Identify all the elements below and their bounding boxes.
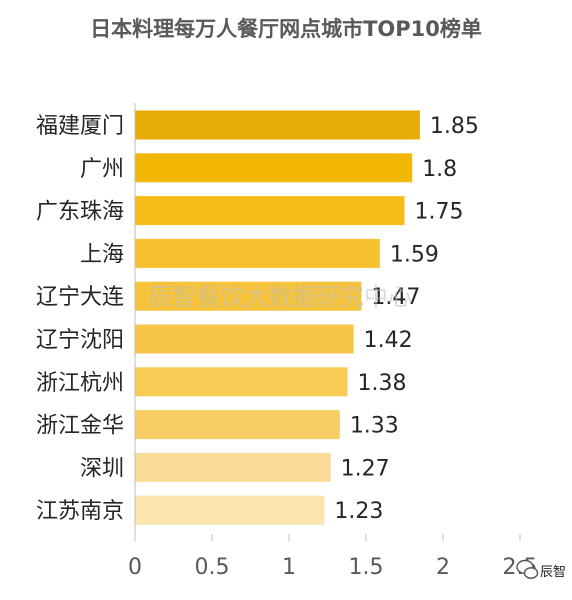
category-label-3: 广东珠海 — [36, 200, 124, 225]
bars-group — [135, 110, 420, 525]
value-label-10: 1.23 — [334, 499, 383, 524]
x-axis-ticks: 00.511.522.5 — [128, 534, 538, 580]
brand-mark: 辰智 — [516, 559, 566, 580]
bar-3 — [135, 196, 405, 226]
bar-6 — [135, 324, 354, 354]
value-label-1: 1.85 — [430, 114, 479, 139]
value-label-6: 1.42 — [364, 328, 413, 353]
bar-8 — [135, 410, 340, 440]
watermark-text: 辰智餐饮大数据研究中心 — [148, 283, 412, 311]
bar-4 — [135, 238, 380, 268]
category-label-6: 辽宁沈阳 — [36, 328, 124, 353]
x-tick-label-2: 0.5 — [195, 555, 230, 580]
value-label-7: 1.38 — [358, 371, 407, 396]
bar-7 — [135, 367, 348, 397]
bar-2 — [135, 153, 413, 183]
x-tick-label-3: 1 — [282, 555, 296, 580]
category-label-9: 深圳 — [80, 456, 124, 481]
x-tick-label-1: 0 — [128, 555, 142, 580]
category-label-8: 浙江金华 — [36, 414, 124, 439]
value-label-8: 1.33 — [350, 414, 399, 439]
value-labels: 1.85 1.8 1.75 1.59 1.47 1.42 1.38 1.33 1.27 1.23 — [334, 114, 478, 524]
value-label-5: 1.47 — [371, 285, 420, 310]
category-label-10: 江苏南京 — [36, 499, 124, 524]
value-label-3: 1.75 — [415, 200, 464, 225]
category-label-2: 广州 — [80, 157, 124, 182]
bar-9 — [135, 452, 331, 482]
category-label-4: 上海 — [80, 242, 124, 267]
x-tick-label-5: 2 — [436, 555, 450, 580]
brand-text: 辰智 — [540, 565, 566, 580]
bar-10 — [135, 495, 325, 525]
x-tick-label-4: 1.5 — [349, 555, 384, 580]
value-label-2: 1.8 — [422, 157, 457, 182]
value-label-4: 1.59 — [390, 242, 439, 267]
wechat-logo-icon — [516, 559, 539, 579]
category-label-1: 福建厦门 — [36, 114, 124, 139]
bar-1 — [135, 110, 420, 140]
category-label-5: 辽宁大连 — [36, 285, 124, 310]
bar-5 — [135, 281, 362, 311]
category-label-7: 浙江杭州 — [36, 371, 124, 396]
chart-title: 日本料理每万人餐厅网点城市TOP10榜单 — [90, 17, 482, 41]
value-label-9: 1.27 — [341, 456, 390, 481]
